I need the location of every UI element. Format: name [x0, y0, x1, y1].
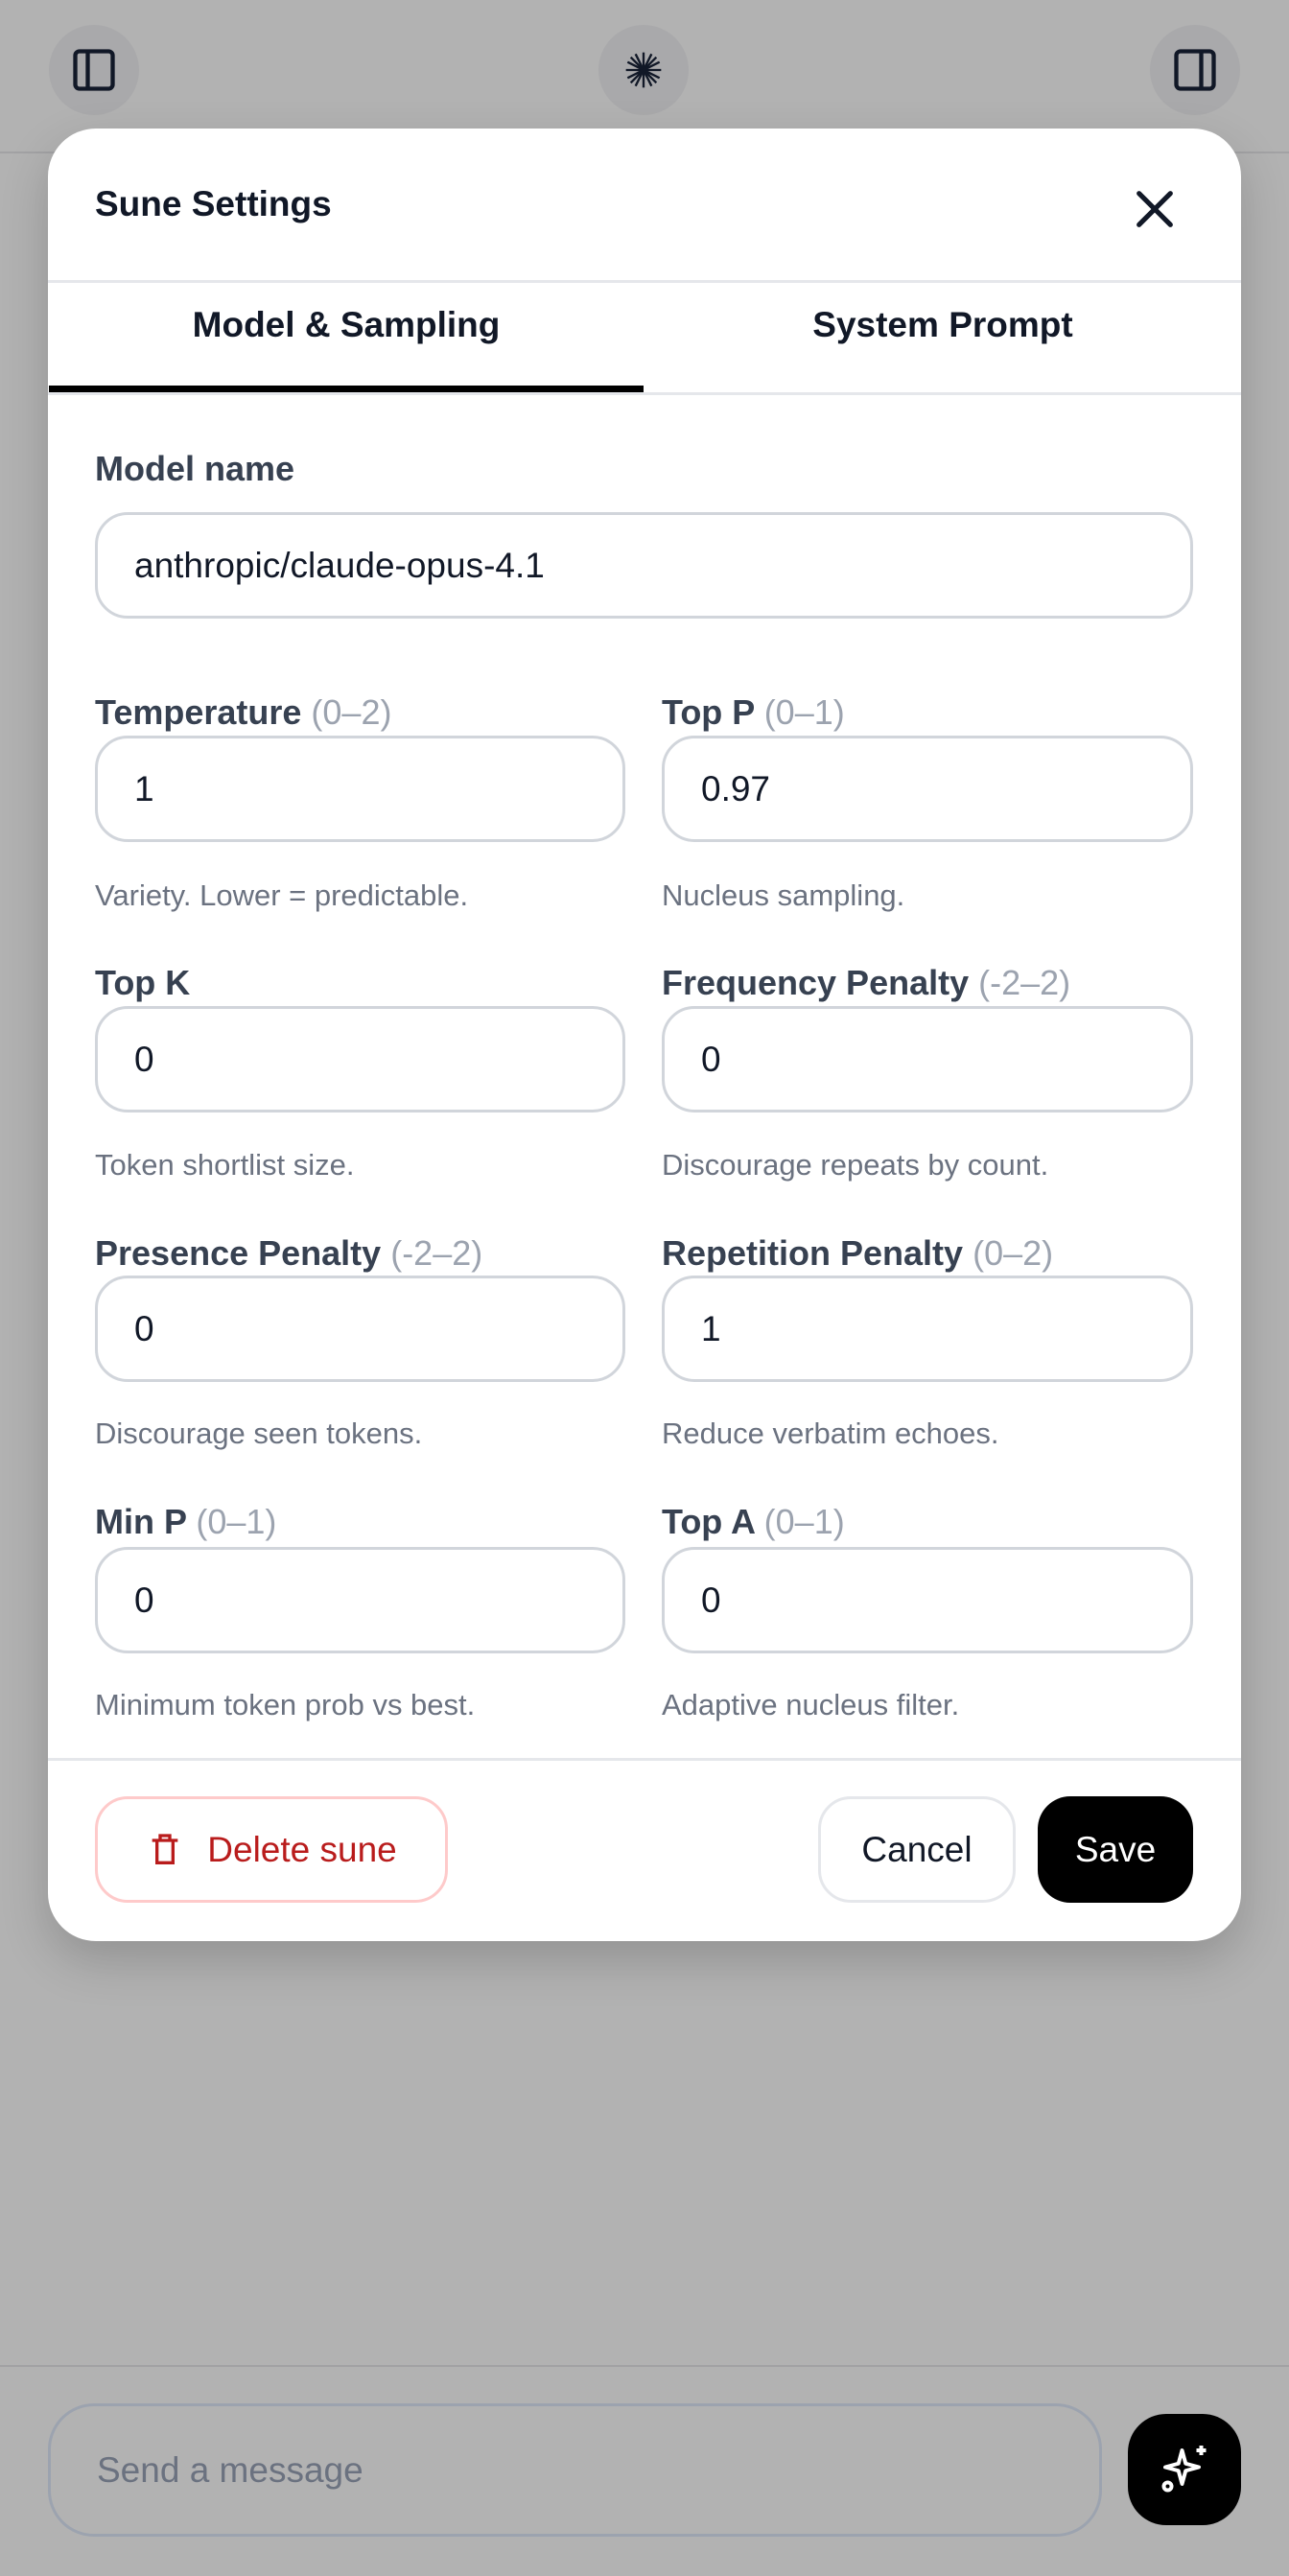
min-p-label-text: Min P — [95, 1502, 187, 1541]
frequency-penalty-range: (-2–2) — [978, 963, 1071, 1002]
temperature-label-text: Temperature — [95, 692, 302, 732]
frequency-penalty-input[interactable]: 0 — [662, 1006, 1193, 1112]
modal-title: Sune Settings — [95, 184, 332, 223]
top-a-label-text: Top A — [662, 1502, 755, 1541]
model-name-label: Model name — [95, 449, 295, 488]
presence-penalty-range: (-2–2) — [390, 1233, 483, 1273]
top-a-input[interactable]: 0 — [662, 1547, 1193, 1653]
sparkle-burst-icon — [625, 52, 662, 88]
top-p-range: (0–1) — [763, 692, 845, 732]
delete-sune-label: Delete sune — [207, 1829, 397, 1869]
model-name-input[interactable]: anthropic/claude-opus-4.1 — [95, 512, 1193, 619]
repetition-penalty-input[interactable]: 1 — [662, 1276, 1193, 1382]
repetition-penalty-label-text: Repetition Penalty — [662, 1233, 964, 1273]
sidebar-left-icon — [73, 49, 115, 91]
top-k-label-text: Top K — [95, 963, 191, 1002]
min-p-input[interactable]: 0 — [95, 1547, 625, 1653]
cancel-button[interactable]: Cancel — [818, 1796, 1016, 1903]
close-icon — [1137, 191, 1173, 227]
message-input[interactable]: Send a message — [48, 2403, 1102, 2537]
repetition-penalty-help: Reduce verbatim echoes. — [662, 1417, 999, 1450]
frequency-penalty-help: Discourage repeats by count. — [662, 1148, 1049, 1182]
tab-model-sampling[interactable]: Model & Sampling — [192, 305, 501, 344]
toggle-left-sidebar-button[interactable] — [49, 25, 139, 115]
delete-sune-button[interactable]: Delete sune — [95, 1796, 448, 1903]
toggle-right-sidebar-button[interactable] — [1150, 25, 1240, 115]
top-p-help: Nucleus sampling. — [662, 878, 905, 912]
presence-penalty-label-text: Presence Penalty — [95, 1233, 382, 1273]
min-p-label: Min P (0–1) — [95, 1502, 276, 1542]
top-p-input[interactable]: 0.97 — [662, 736, 1193, 842]
trash-icon — [152, 1833, 178, 1864]
composer-divider — [0, 2365, 1289, 2367]
sparkles-icon — [1161, 2446, 1207, 2493]
header-divider — [48, 280, 1241, 283]
presence-penalty-input[interactable]: 0 — [95, 1276, 625, 1382]
top-p-label: Top P (0–1) — [662, 692, 845, 733]
temperature-input[interactable]: 1 — [95, 736, 625, 842]
active-tab-indicator — [49, 386, 644, 392]
min-p-range: (0–1) — [196, 1502, 277, 1541]
close-button[interactable] — [1128, 182, 1182, 236]
temperature-help: Variety. Lower = predictable. — [95, 878, 469, 912]
top-a-range: (0–1) — [763, 1502, 845, 1541]
frequency-penalty-label: Frequency Penalty (-2–2) — [662, 963, 1070, 1003]
presence-penalty-help: Discourage seen tokens. — [95, 1417, 423, 1450]
top-p-label-text: Top P — [662, 692, 755, 732]
top-a-help: Adaptive nucleus filter. — [662, 1688, 960, 1721]
repetition-penalty-range: (0–2) — [973, 1233, 1054, 1273]
repetition-penalty-label: Repetition Penalty (0–2) — [662, 1233, 1053, 1274]
frequency-penalty-label-text: Frequency Penalty — [662, 963, 970, 1002]
top-k-input[interactable]: 0 — [95, 1006, 625, 1112]
top-a-label: Top A (0–1) — [662, 1502, 845, 1542]
top-k-label: Top K — [95, 963, 190, 1003]
sidebar-right-icon — [1174, 49, 1216, 91]
tabs-divider — [48, 392, 1241, 395]
min-p-help: Minimum token prob vs best. — [95, 1688, 476, 1721]
temperature-label: Temperature (0–2) — [95, 692, 391, 733]
presence-penalty-label: Presence Penalty (-2–2) — [95, 1233, 482, 1274]
top-k-help: Token shortlist size. — [95, 1148, 355, 1182]
settings-modal: Sune Settings Model & Sampling System Pr… — [48, 129, 1241, 1941]
save-button[interactable]: Save — [1038, 1796, 1193, 1903]
temperature-range: (0–2) — [311, 692, 392, 732]
footer-divider — [48, 1758, 1241, 1761]
sune-logo-button[interactable] — [598, 25, 689, 115]
tab-system-prompt[interactable]: System Prompt — [812, 305, 1073, 344]
send-button[interactable] — [1128, 2414, 1241, 2525]
